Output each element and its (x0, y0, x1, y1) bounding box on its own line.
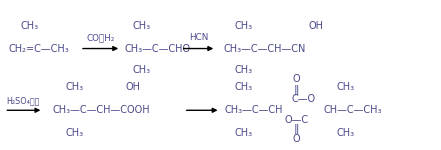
Text: ‖: ‖ (293, 84, 299, 95)
Text: CH₃—C—CH—COOH: CH₃—C—CH—COOH (53, 105, 150, 115)
Text: CO、H₂: CO、H₂ (86, 33, 115, 42)
Text: C—O: C—O (292, 94, 316, 104)
Text: CH₃: CH₃ (235, 21, 253, 32)
Text: O—C: O—C (284, 115, 309, 125)
Text: CH₃: CH₃ (20, 21, 38, 32)
Text: O: O (292, 74, 300, 84)
Text: CH₃: CH₃ (235, 82, 253, 93)
Text: CH—C—CH₃: CH—C—CH₃ (323, 105, 382, 115)
Text: HCN: HCN (189, 33, 208, 42)
Text: CH₂=C—CH₃: CH₂=C—CH₃ (9, 44, 70, 54)
Text: CH₃—C—CH—CN: CH₃—C—CH—CN (224, 44, 306, 54)
Text: H₂SO₄溶液: H₂SO₄溶液 (7, 96, 40, 105)
Text: OH: OH (308, 21, 323, 32)
Text: OH: OH (126, 82, 141, 93)
Text: CH₃: CH₃ (337, 128, 355, 138)
Text: CH₃: CH₃ (133, 65, 151, 75)
Text: CH₃: CH₃ (66, 128, 84, 138)
Text: CH₃: CH₃ (133, 21, 151, 32)
Text: O: O (292, 134, 300, 144)
Text: CH₃—C—CHO: CH₃—C—CHO (124, 44, 191, 54)
Text: CH₃: CH₃ (235, 65, 253, 75)
Text: CH₃: CH₃ (337, 82, 355, 93)
Text: CH₃—C—CH: CH₃—C—CH (225, 105, 283, 115)
Text: ‖: ‖ (293, 124, 299, 134)
Text: CH₃: CH₃ (66, 82, 84, 93)
Text: CH₃: CH₃ (235, 128, 253, 138)
